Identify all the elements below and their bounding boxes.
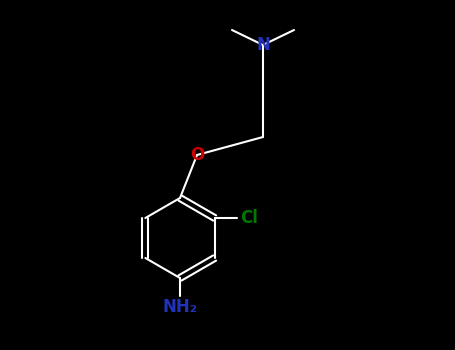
Text: O: O xyxy=(190,146,204,164)
Text: Cl: Cl xyxy=(240,209,258,227)
Text: N: N xyxy=(256,36,270,54)
Text: NH₂: NH₂ xyxy=(162,298,197,316)
